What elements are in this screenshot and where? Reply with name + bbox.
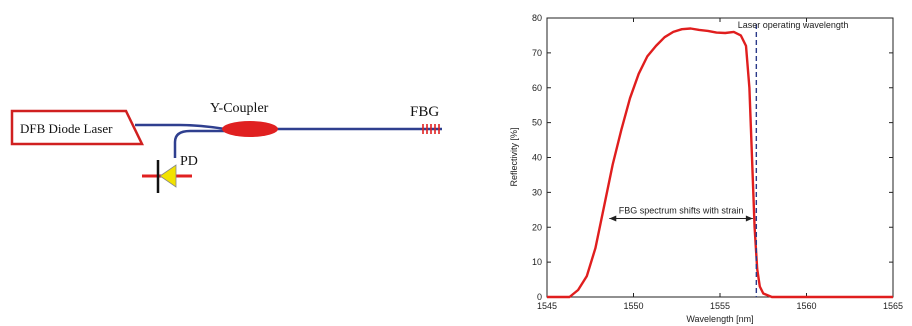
laser-wavelength-annotation: Laser operating wavelength xyxy=(738,20,849,30)
y-coupler xyxy=(222,121,278,137)
fbg-label: FBG xyxy=(410,104,439,120)
y-tick-label: 20 xyxy=(532,222,542,232)
y-tick-label: 70 xyxy=(532,48,542,58)
series-layer xyxy=(547,27,893,299)
y-tick-label: 60 xyxy=(532,83,542,93)
x-tick-label: 1545 xyxy=(537,301,557,311)
y-axis-label: Reflectivity [%] xyxy=(509,127,519,186)
x-tick-label: 1550 xyxy=(623,301,643,311)
y-tick-label: 50 xyxy=(532,118,542,128)
y-tick-label: 30 xyxy=(532,187,542,197)
annotation-layer: Laser operating wavelength FBG spectrum s… xyxy=(609,20,848,297)
x-tick-label: 1555 xyxy=(710,301,730,311)
laser-label: DFB Diode Laser xyxy=(20,121,113,136)
laser-box xyxy=(10,109,144,146)
plot-area xyxy=(546,17,894,298)
x-axis: 1545 1550 1555 1560 1565 xyxy=(537,18,903,311)
photodiode xyxy=(142,160,192,193)
y-tick-label: 40 xyxy=(532,153,542,163)
fbg-grating xyxy=(422,124,440,134)
pd-fiber xyxy=(173,129,226,158)
reflectivity-chart: 0 10 20 30 40 50 60 70 80 1545 1550 1555 1560 1565 R… xyxy=(509,13,903,324)
strain-shift-arrowhead-right xyxy=(745,215,753,222)
reflectivity-series-line xyxy=(547,27,893,299)
fiber-sensor-schematic: DFB Diode Laser Y-Coupler FBG PD xyxy=(10,101,442,193)
laser-fiber xyxy=(135,123,226,131)
x-axis-label: Wavelength [nm] xyxy=(686,314,753,324)
y-tick-label: 0 xyxy=(537,292,542,302)
coupler-label: Y-Coupler xyxy=(210,101,269,116)
x-tick-label: 1565 xyxy=(883,301,903,311)
y-tick-label: 10 xyxy=(532,257,542,267)
pd-label: PD xyxy=(180,154,198,169)
y-tick-label: 80 xyxy=(532,13,542,23)
x-tick-label: 1560 xyxy=(796,301,816,311)
strain-shift-annotation: FBG spectrum shifts with strain xyxy=(619,206,744,216)
strain-shift-arrowhead-left xyxy=(609,215,617,222)
